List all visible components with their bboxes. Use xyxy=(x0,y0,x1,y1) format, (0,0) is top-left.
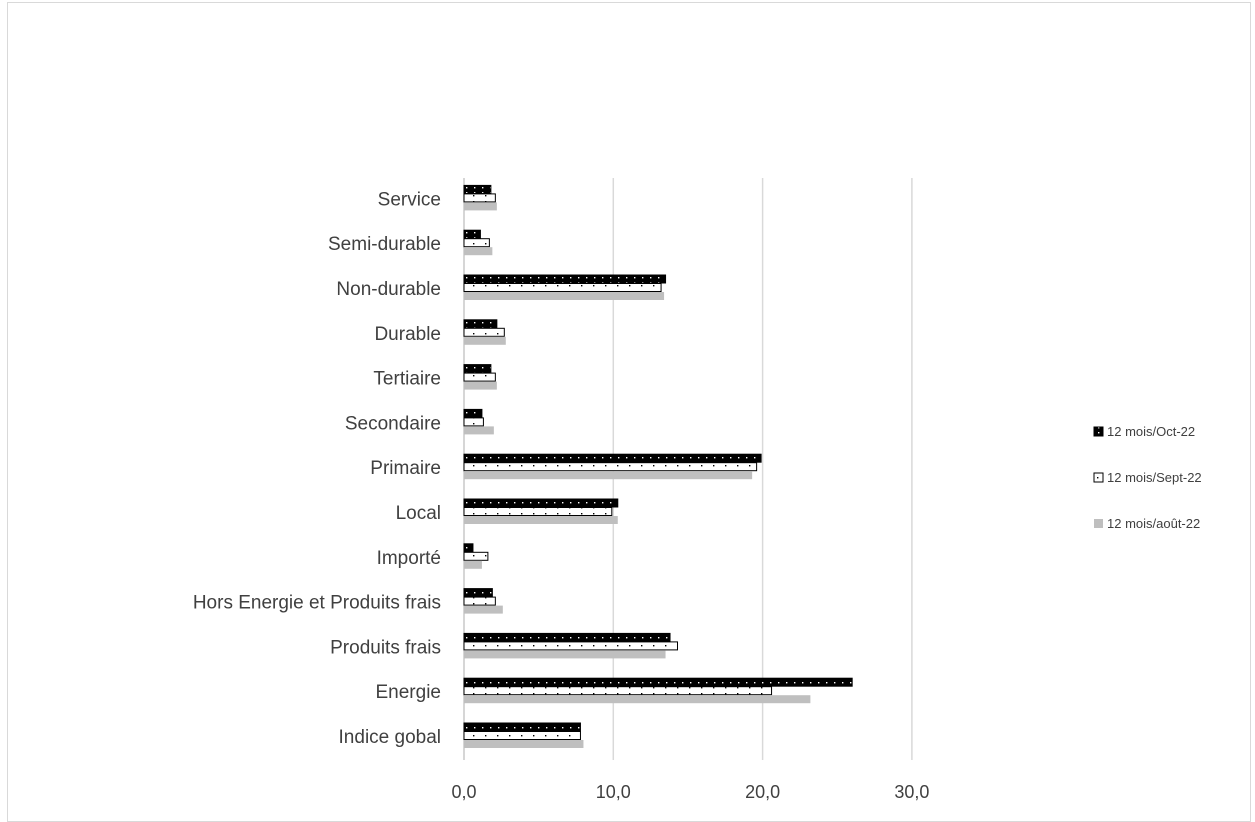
bar xyxy=(464,560,482,569)
legend-label: 12 mois/Sept-22 xyxy=(1107,470,1202,485)
bar xyxy=(463,686,773,696)
bar xyxy=(464,605,503,614)
bar xyxy=(464,247,493,256)
x-tick-labels: 0,0 10,0 20,0 30,0 xyxy=(451,782,929,802)
bar xyxy=(463,408,483,418)
bar xyxy=(463,274,667,284)
bar xyxy=(463,364,492,374)
category-label: Local xyxy=(396,503,441,524)
category-label: Service xyxy=(378,189,441,210)
category-label: Non-durable xyxy=(336,279,441,300)
bar xyxy=(464,381,497,390)
bar xyxy=(463,641,678,651)
bar xyxy=(463,327,505,337)
legend: 12 mois/Oct-22 12 mois/Sept-22 12 mois/aoû… xyxy=(1093,424,1202,531)
bar xyxy=(463,731,581,740)
bar xyxy=(463,596,496,606)
bar xyxy=(463,238,490,248)
legend-label: 12 mois/Oct-22 xyxy=(1107,424,1195,439)
legend-swatch xyxy=(1093,426,1104,437)
bar xyxy=(464,292,665,300)
bar xyxy=(464,650,666,659)
category-label: Indice gobal xyxy=(339,727,441,748)
category-label: Secondaire xyxy=(345,413,441,434)
legend-label: 12 mois/août-22 xyxy=(1107,516,1200,531)
bar xyxy=(464,471,753,480)
bar xyxy=(463,184,492,194)
bar xyxy=(463,543,474,553)
x-tick-label: 10,0 xyxy=(596,782,631,802)
category-label: Hors Energie et Produits frais xyxy=(193,593,441,614)
category-label: Tertiaire xyxy=(373,369,441,390)
category-label: Durable xyxy=(374,324,441,345)
bar xyxy=(464,202,497,211)
category-label: Semi-durable xyxy=(328,234,441,255)
x-tick-label: 20,0 xyxy=(745,782,780,802)
bar xyxy=(464,336,506,345)
bar xyxy=(463,372,496,382)
bar xyxy=(463,453,762,463)
bar xyxy=(463,507,613,516)
bar xyxy=(463,462,758,472)
category-label: Produits frais xyxy=(330,637,441,658)
bar xyxy=(464,516,618,524)
category-label: Energie xyxy=(376,682,442,703)
bars xyxy=(463,184,853,748)
bar xyxy=(463,588,493,598)
x-tick-label: 30,0 xyxy=(894,782,929,802)
category-label: Importé xyxy=(377,548,441,569)
bar xyxy=(463,551,489,561)
bar xyxy=(463,632,671,642)
legend-swatch xyxy=(1094,519,1103,528)
bar xyxy=(463,498,619,508)
bar xyxy=(463,229,481,239)
bar xyxy=(464,695,811,704)
bar xyxy=(463,283,662,292)
x-tick-label: 0,0 xyxy=(451,782,476,802)
bar xyxy=(464,740,584,748)
bar xyxy=(463,417,484,427)
legend-swatch xyxy=(1093,472,1104,483)
bar xyxy=(463,319,498,329)
bar xyxy=(464,426,494,435)
category-label: Primaire xyxy=(370,458,441,479)
bar xyxy=(463,193,496,203)
bar xyxy=(463,677,853,687)
category-labels: Indice gobal Energie Produits frais Hors En… xyxy=(193,189,441,748)
bar xyxy=(463,722,581,732)
